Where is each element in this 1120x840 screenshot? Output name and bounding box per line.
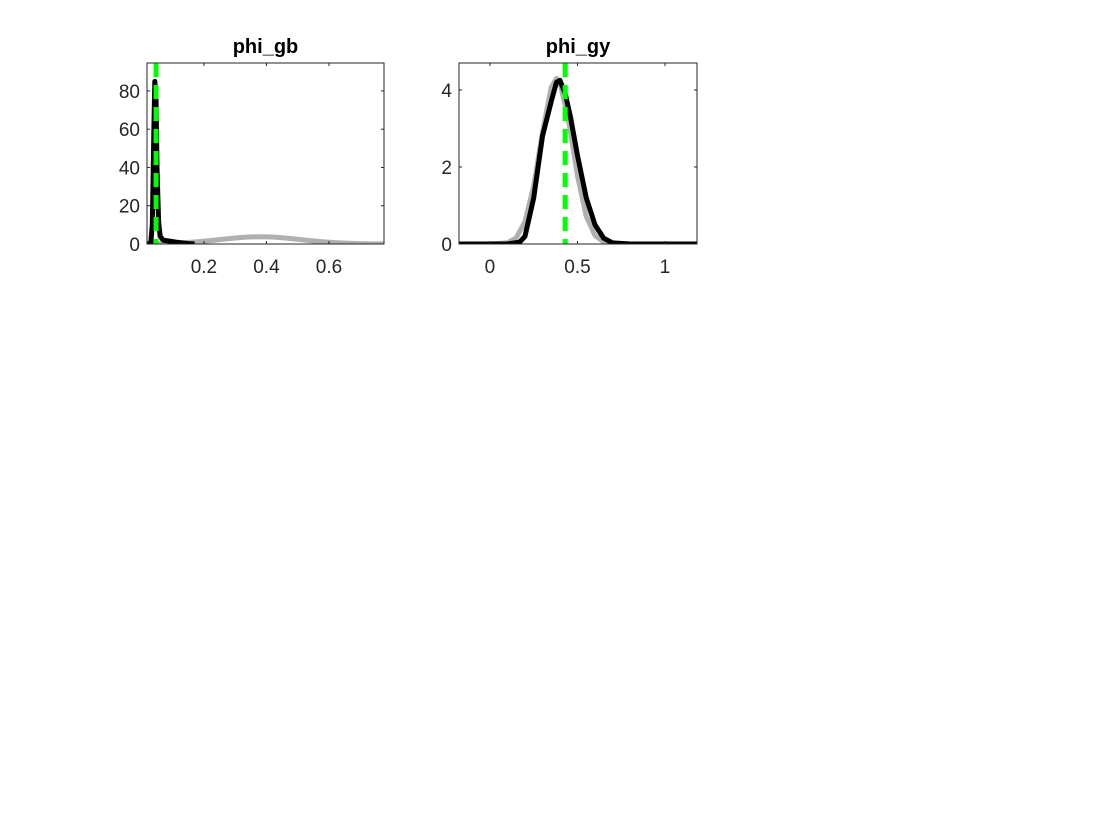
y-tick-label: 60	[119, 120, 140, 141]
density-line	[459, 77, 697, 244]
axes-box	[458, 62, 698, 245]
plot-area	[459, 63, 697, 244]
x-tick-label: 0.6	[316, 257, 342, 278]
chart-title: phi_gy	[546, 36, 611, 58]
plot-area	[147, 63, 384, 244]
x-tick-label: 0.2	[191, 257, 217, 278]
y-tick-label: 40	[119, 158, 140, 179]
chart-title: phi_gb	[233, 36, 299, 58]
x-tick-label: 0	[485, 257, 496, 278]
y-tick-label: 20	[119, 197, 140, 218]
x-tick-label: 1	[660, 257, 671, 278]
y-tick-label: 0	[441, 235, 452, 256]
x-tick-label: 0.5	[564, 257, 590, 278]
y-tick-label: 0	[129, 235, 140, 256]
x-tick-label: 0.4	[253, 257, 280, 278]
y-tick-label: 80	[119, 82, 140, 103]
density-line	[147, 78, 195, 244]
axes-box	[146, 62, 385, 245]
y-tick-label: 4	[441, 81, 452, 102]
y-tick-label: 2	[441, 158, 452, 179]
